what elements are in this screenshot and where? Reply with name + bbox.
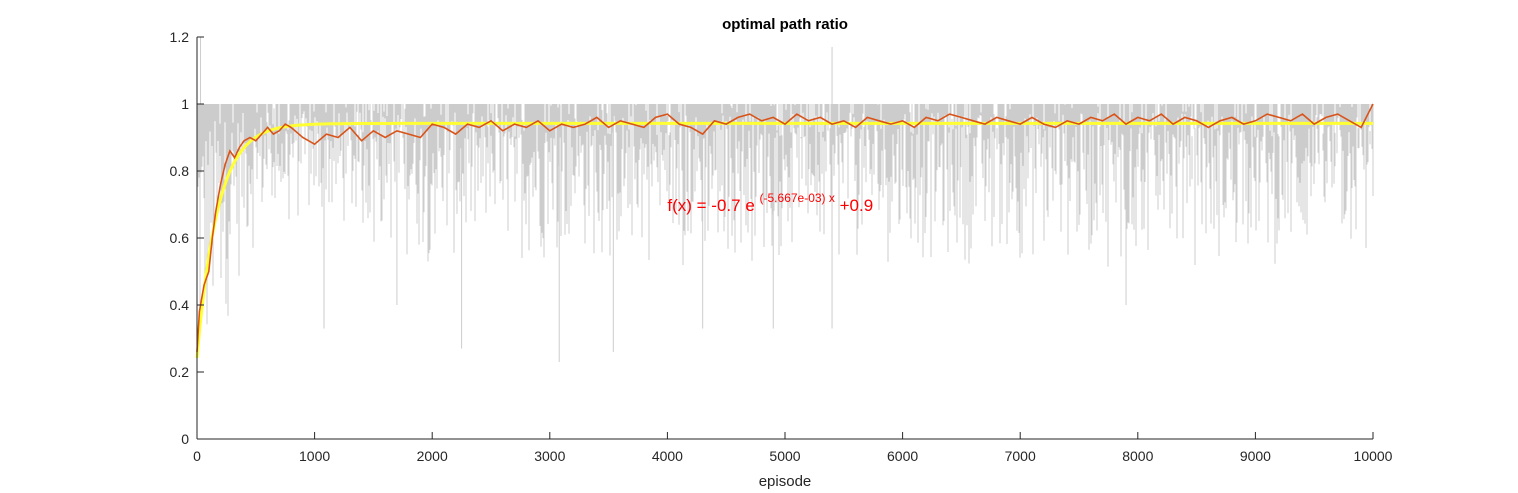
x-axis-label: episode <box>759 473 812 490</box>
moving-average-line <box>196 103 1374 352</box>
x-tick-label: 6000 <box>887 448 918 464</box>
fit-equation-annotation: f(x) = -0.7 e (-5.667e-03) x +0.9 <box>667 187 873 215</box>
fit-equation-exponent: (-5.667e-03) x <box>760 191 835 205</box>
x-tick-label: 9000 <box>1240 448 1271 464</box>
x-tick-label: 5000 <box>769 448 800 464</box>
raw-series-group <box>196 37 1374 362</box>
x-tick-label: 4000 <box>652 448 683 464</box>
x-tick-label: 7000 <box>1005 448 1036 464</box>
y-tick-label: 0.2 <box>170 364 190 380</box>
y-tick-label: 1 <box>181 96 189 112</box>
raw-series-band <box>196 104 1374 325</box>
fit-equation-prefix: f(x) = -0.7 e <box>667 196 754 215</box>
x-tick-label: 2000 <box>417 448 448 464</box>
y-tick-label: 0 <box>181 431 189 447</box>
x-tick-label: 0 <box>193 448 201 464</box>
axes-group: 0 1000 2000 3000 4000 5000 6000 7000 8000 9000 100… <box>170 29 1393 464</box>
x-tick-label: 10000 <box>1354 448 1393 464</box>
x-tick-label: 8000 <box>1122 448 1153 464</box>
x-tick-label: 3000 <box>534 448 565 464</box>
chart-title: optimal path ratio <box>722 16 848 33</box>
y-tick-label: 0.4 <box>170 297 190 313</box>
y-tick-label: 1.2 <box>170 29 190 45</box>
y-tick-label: 0.6 <box>170 230 190 246</box>
moving-average-group <box>196 103 1374 352</box>
y-tick-label: 0.8 <box>170 163 190 179</box>
fit-equation-suffix: +0.9 <box>840 196 874 215</box>
x-tick-label: 1000 <box>299 448 330 464</box>
